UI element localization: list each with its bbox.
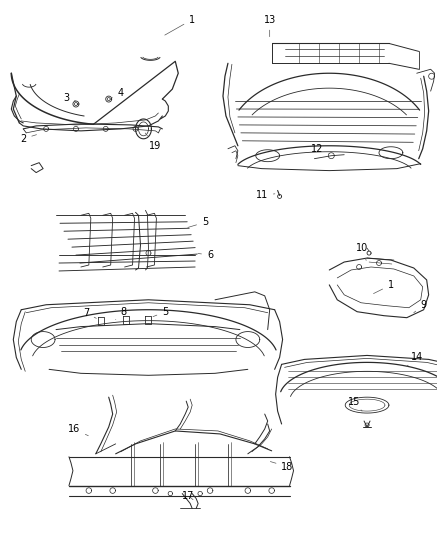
Text: 3: 3 — [63, 93, 76, 103]
Text: 13: 13 — [264, 14, 276, 37]
Text: 2: 2 — [20, 134, 36, 144]
Text: 12: 12 — [311, 144, 329, 154]
Text: 19: 19 — [145, 133, 162, 151]
Text: 17: 17 — [182, 490, 194, 500]
Text: 9: 9 — [414, 300, 427, 313]
Text: 11: 11 — [256, 190, 275, 200]
Text: 7: 7 — [83, 308, 96, 318]
Text: 14: 14 — [407, 352, 423, 366]
Text: 18: 18 — [270, 462, 294, 472]
Text: 4: 4 — [111, 88, 124, 98]
Text: 8: 8 — [116, 306, 127, 320]
Text: 1: 1 — [374, 280, 394, 294]
Text: 5: 5 — [153, 306, 169, 317]
Text: 10: 10 — [356, 243, 368, 261]
Text: 6: 6 — [198, 250, 213, 260]
Text: 5: 5 — [188, 217, 208, 228]
Text: 15: 15 — [348, 397, 362, 411]
Text: 1: 1 — [165, 14, 195, 35]
Text: 16: 16 — [68, 424, 88, 436]
